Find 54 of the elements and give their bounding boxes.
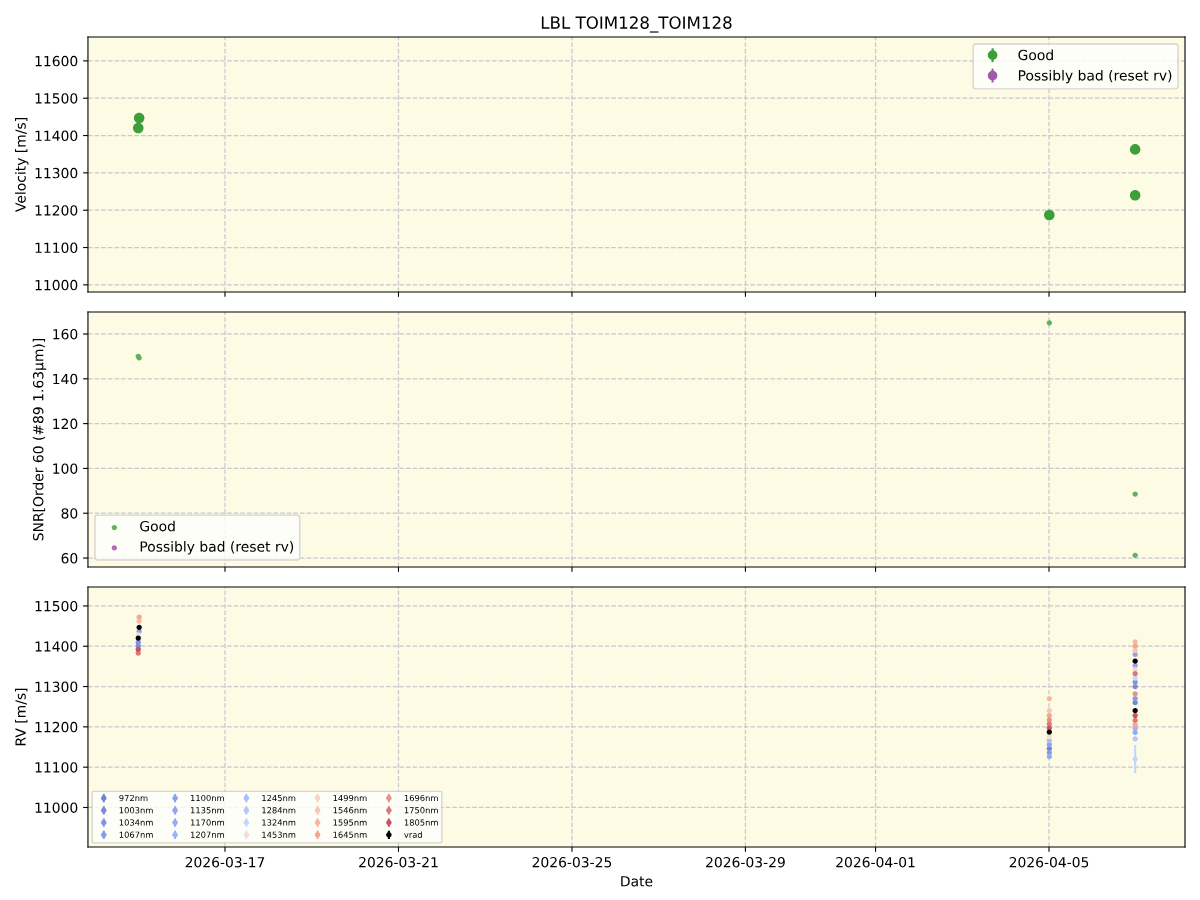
y-tick-label: 140	[53, 373, 78, 385]
y-tick-label: 11200	[35, 205, 78, 216]
y-tick-label: 11400	[35, 641, 78, 652]
y-tick-label: 100	[53, 463, 78, 474]
x-tick-label: 2026-04-05	[1009, 856, 1089, 868]
x-tick-label: 2026-03-21	[359, 856, 438, 868]
legend-label: vrad	[404, 831, 422, 838]
legend-label: Good	[140, 520, 175, 532]
x-axis-title: Date	[621, 876, 653, 887]
legend-label: 1135nm	[190, 807, 224, 814]
y-tick-label: 80	[61, 508, 78, 519]
y-tick-label: 11000	[35, 279, 78, 291]
chart-title: LBL TOIM128_TOIM128	[541, 16, 732, 33]
y-axis-title: RV [m/s]	[15, 688, 28, 746]
legend-label: Possibly bad (reset rv)	[140, 541, 294, 555]
y-tick-label: 11500	[35, 600, 78, 612]
legend-label: 1207nm	[190, 831, 224, 838]
legend-label: 1750nm	[404, 807, 438, 814]
legend-label: 1003nm	[119, 807, 153, 814]
legend-label: Good	[1018, 49, 1053, 61]
y-tick-label: 11100	[35, 242, 78, 254]
y-tick-label: 11100	[35, 762, 78, 773]
x-tick-label: 2026-03-25	[532, 856, 612, 868]
y-tick-label: 11000	[35, 802, 78, 813]
legend-label: 1805nm	[404, 819, 438, 826]
legend-label: 1499nm	[333, 794, 367, 802]
legend-label: Possibly bad (reset rv)	[1018, 69, 1172, 84]
y-axis-title: Velocity [m/s]	[15, 118, 29, 212]
x-tick-label: 2026-03-29	[706, 856, 785, 868]
legend-label: 1034nm	[119, 819, 153, 826]
y-tick-label: 60	[61, 553, 78, 564]
legend-label: 1595nm	[333, 819, 367, 826]
legend-label: 1170nm	[190, 819, 224, 826]
y-tick-label: 11300	[35, 681, 78, 693]
x-tick-label: 2026-03-17	[185, 856, 265, 868]
x-tick-label: 2026-04-01	[836, 856, 915, 868]
y-tick-label: 120	[53, 418, 78, 430]
legend-label: 1067nm	[119, 831, 153, 838]
y-tick-label: 160	[53, 328, 78, 340]
legend-label: 1645nm	[333, 831, 367, 838]
legend-label: 1245nm	[262, 794, 296, 802]
y-tick-label: 11300	[35, 167, 78, 179]
legend-label: 1546nm	[333, 807, 367, 814]
legend-label: 1324nm	[262, 819, 296, 826]
y-tick-label: 11600	[35, 55, 78, 67]
legend-label: 972nm	[119, 794, 148, 802]
legend-label: 1100nm	[190, 794, 224, 802]
y-tick-label: 11500	[35, 93, 78, 104]
legend-label: 1284nm	[262, 807, 296, 814]
y-axis-title: SNR[Order 60 (#89 1.63μm)]	[32, 338, 47, 541]
legend-label: 1453nm	[262, 831, 296, 838]
y-tick-label: 11200	[35, 721, 78, 733]
legend-label: 1696nm	[404, 794, 438, 802]
y-tick-label: 11400	[35, 130, 78, 142]
